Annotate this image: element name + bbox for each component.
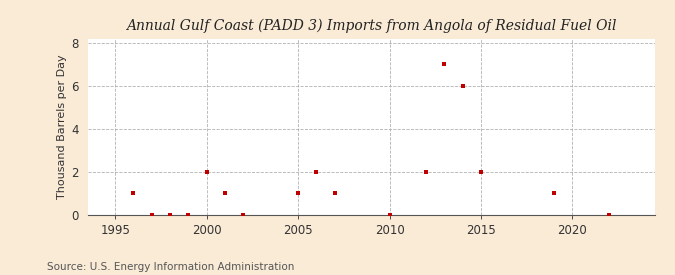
Point [421,169,431,174]
Text: Source: U.S. Energy Information Administration: Source: U.S. Energy Information Administ… [47,262,294,272]
Point [311,169,322,174]
Point [219,191,230,195]
Point [183,212,194,217]
Point [165,212,176,217]
Point [549,191,560,195]
Point [238,212,248,217]
Point [293,191,304,195]
Point [128,191,139,195]
Title: Annual Gulf Coast (PADD 3) Imports from Angola of Residual Fuel Oil: Annual Gulf Coast (PADD 3) Imports from … [126,19,616,33]
Point [603,212,614,217]
Point [439,62,450,67]
Point [457,84,468,88]
Point [201,169,212,174]
Point [146,212,157,217]
Point [384,212,395,217]
Point [329,191,340,195]
Y-axis label: Thousand Barrels per Day: Thousand Barrels per Day [57,54,67,199]
Point [476,169,487,174]
